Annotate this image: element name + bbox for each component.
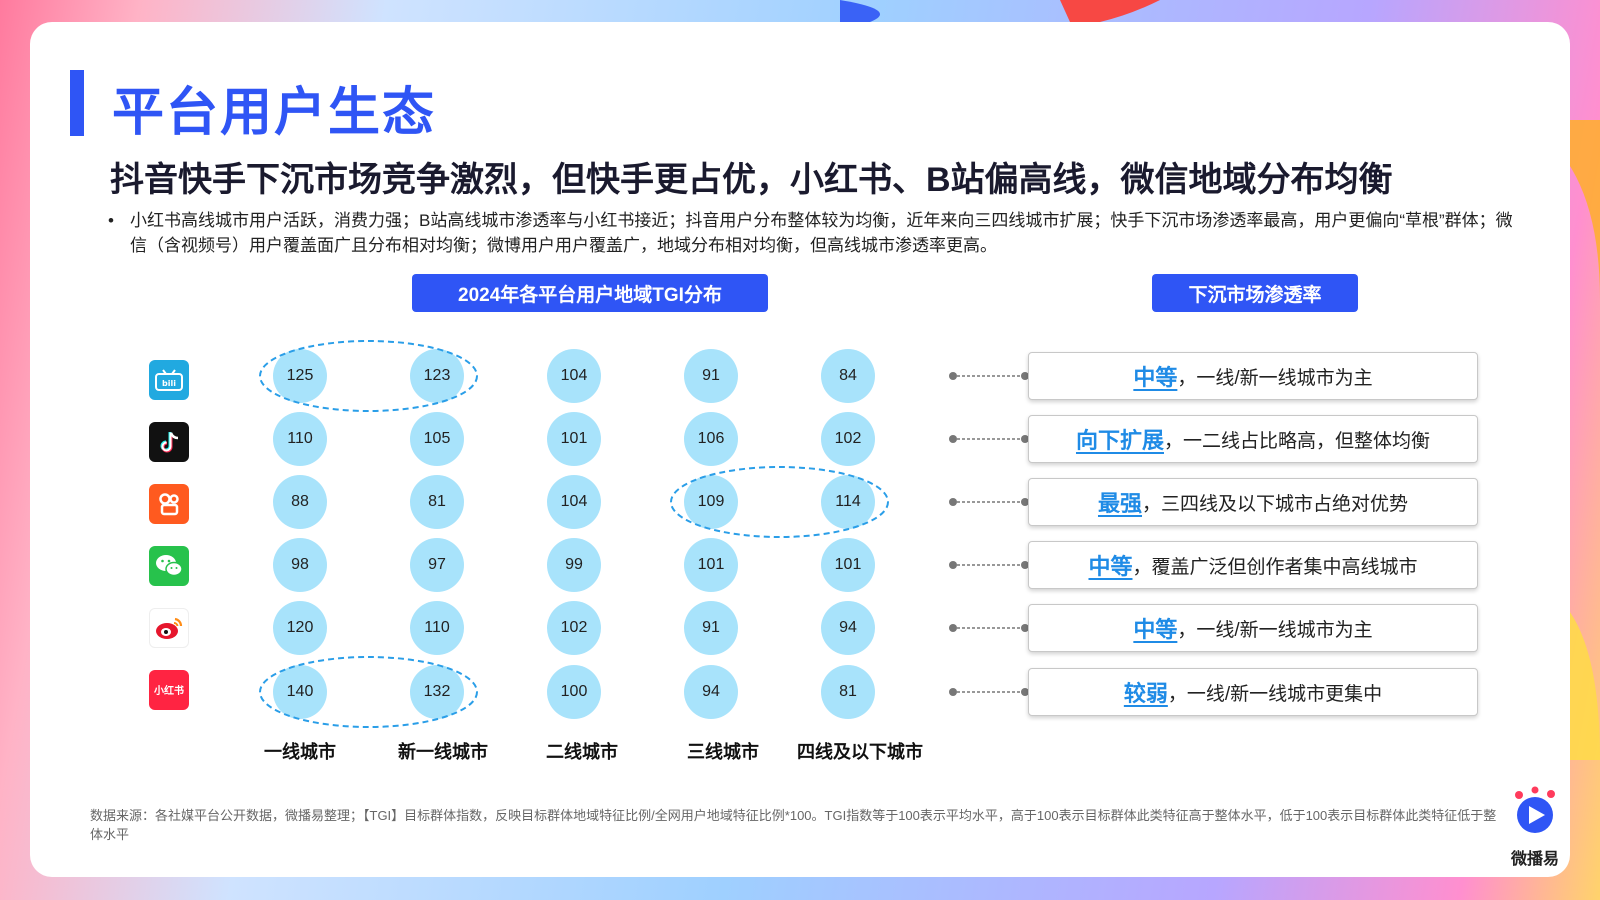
- bilibili-icon: bili: [149, 360, 189, 400]
- page-title: 平台用户生态: [112, 84, 437, 142]
- tgi-bubble: 106: [684, 412, 738, 466]
- svg-text:小红书: 小红书: [153, 684, 184, 697]
- tgi-bubble: 104: [547, 475, 601, 529]
- tgi-bubble: 102: [821, 412, 875, 466]
- tgi-bubble: 88: [273, 475, 327, 529]
- tgi-bubble: 132: [410, 665, 464, 719]
- connector-line: [949, 498, 1029, 506]
- tgi-bubble: 100: [547, 665, 601, 719]
- penetration-heading: 下沉市场渗透率: [1152, 274, 1358, 312]
- bullet-dot: •: [108, 211, 114, 230]
- penetration-box: 最强 ，三四线及以下城市占绝对优势: [1028, 478, 1478, 526]
- tgi-bubble: 110: [273, 412, 327, 466]
- connector-line: [949, 688, 1029, 696]
- penetration-box: 中等 ，一线/新一线城市为主: [1028, 352, 1478, 400]
- penetration-keyword: 中等: [1133, 617, 1178, 642]
- tgi-bubble: 125: [273, 349, 327, 403]
- tgi-bubble: 101: [684, 538, 738, 592]
- tgi-bubble: 120: [273, 601, 327, 655]
- summary-bullet: • 小红书高线城市用户活跃，消费力强；B站高线城市渗透率与小红书接近；抖音用户分…: [108, 208, 1518, 258]
- summary-text: 小红书高线城市用户活跃，消费力强；B站高线城市渗透率与小红书接近；抖音用户分布整…: [130, 211, 1513, 255]
- tgi-bubble: 109: [684, 475, 738, 529]
- tgi-bubble: 94: [821, 601, 875, 655]
- tgi-bubble: 91: [684, 601, 738, 655]
- penetration-text: ，覆盖广泛但创作者集中高线城市: [1132, 556, 1418, 578]
- x-tick-label: 新一线城市: [398, 742, 488, 762]
- tgi-heading: 2024年各平台用户地域TGI分布: [412, 274, 768, 312]
- x-tick-label: 二线城市: [546, 742, 618, 762]
- penetration-box: 较弱 ，一线/新一线城市更集中: [1028, 668, 1478, 716]
- tgi-bubble: 105: [410, 412, 464, 466]
- xiaohongshu-icon: 小红书: [149, 670, 189, 710]
- tgi-bubble: 99: [547, 538, 601, 592]
- brand-logo-icon: [1515, 786, 1555, 833]
- penetration-text: ，一线/新一线城市为主: [1177, 619, 1373, 641]
- penetration-text: ，一线/新一线城市为主: [1177, 367, 1373, 389]
- tgi-bubble: 102: [547, 601, 601, 655]
- tgi-bubble: 81: [410, 475, 464, 529]
- tgi-bubble: 140: [273, 665, 327, 719]
- tgi-bubble: 94: [684, 665, 738, 719]
- footnote: 数据来源：各社媒平台公开数据，微播易整理；【TGI】目标群体指数，反映目标群体地…: [90, 808, 1497, 842]
- tgi-bubble: 101: [821, 538, 875, 592]
- weibo-icon: [149, 608, 189, 648]
- penetration-box: 中等 ，一线/新一线城市为主: [1028, 604, 1478, 652]
- svg-text:bili: bili: [162, 379, 176, 388]
- x-tick-label: 三线城市: [687, 742, 759, 762]
- penetration-text: ，三四线及以下城市占绝对优势: [1142, 493, 1409, 515]
- penetration-box: 向下扩展 ，一二线占比略高，但整体均衡: [1028, 415, 1478, 463]
- tgi-bubble: 81: [821, 665, 875, 719]
- penetration-keyword: 较弱: [1123, 681, 1168, 706]
- tgi-bubble: 98: [273, 538, 327, 592]
- wechat-icon: [149, 546, 189, 586]
- tgi-bubble: 104: [547, 349, 601, 403]
- connector-line: [949, 624, 1029, 632]
- tgi-bubble: 84: [821, 349, 875, 403]
- title-accent-bar: [70, 70, 84, 136]
- kuaishou-icon: [149, 484, 189, 524]
- brand-name: 微播易: [1510, 851, 1559, 868]
- tgi-bubble: 114: [821, 475, 875, 529]
- penetration-keyword: 中等: [1088, 554, 1133, 579]
- penetration-text: ，一线/新一线城市更集中: [1167, 683, 1383, 705]
- penetration-keyword: 向下扩展: [1075, 428, 1164, 453]
- x-tick-label: 四线及以下城市: [797, 742, 923, 762]
- connector-line: [949, 372, 1029, 380]
- page-subtitle: 抖音快手下沉市场竞争激烈，但快手更占优，小红书、B站偏高线，微信地域分布均衡: [110, 161, 1393, 199]
- tgi-bubble: 91: [684, 349, 738, 403]
- tgi-bubble: 101: [547, 412, 601, 466]
- douyin-icon: [149, 422, 189, 462]
- tgi-bubble: 110: [410, 601, 464, 655]
- penetration-keyword: 中等: [1133, 365, 1178, 390]
- penetration-box: 中等 ，覆盖广泛但创作者集中高线城市: [1028, 541, 1478, 589]
- tgi-bubble: 123: [410, 349, 464, 403]
- penetration-keyword: 最强: [1097, 491, 1142, 516]
- connector-line: [949, 435, 1029, 443]
- tgi-bubble: 97: [410, 538, 464, 592]
- x-tick-label: 一线城市: [264, 742, 336, 762]
- connector-line: [949, 561, 1029, 569]
- penetration-text: ，一二线占比略高，但整体均衡: [1164, 430, 1431, 452]
